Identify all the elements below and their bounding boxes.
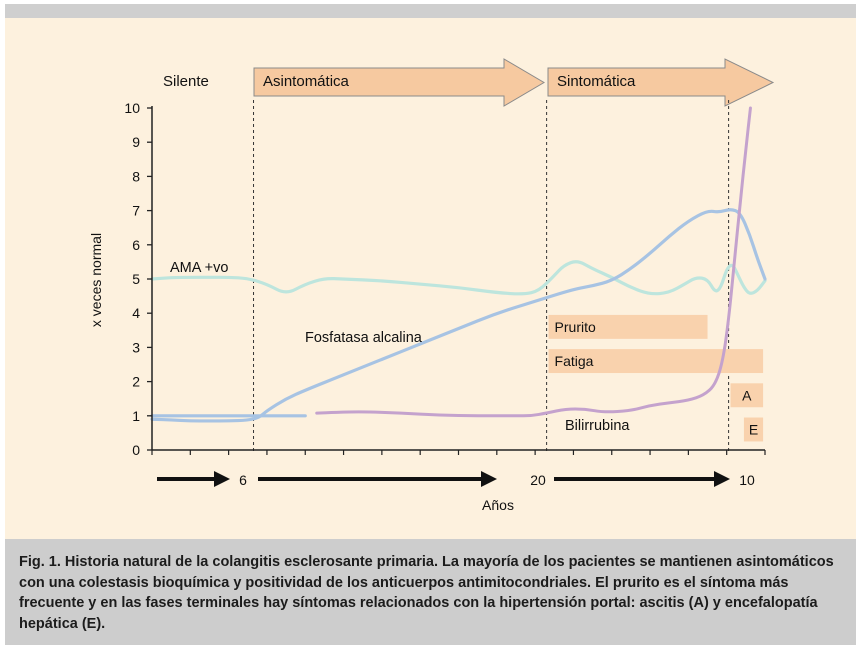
y-tick-label-6: 6 [132, 237, 140, 253]
y-tick-label-0: 0 [132, 442, 140, 458]
symptom-bar-label-1: Fatiga [555, 353, 594, 369]
y-tick-label-2: 2 [132, 374, 140, 390]
figure-panel [5, 18, 856, 539]
y-tick-label-7: 7 [132, 203, 140, 219]
y-tick-label-8: 8 [132, 168, 140, 184]
series-label-bilirrubina: Bilirrubina [565, 418, 630, 434]
symptom-bar-label-2: A [742, 387, 752, 403]
symptom-bar-0 [548, 314, 708, 339]
symptom-bar-1 [548, 349, 764, 374]
symptom-bar-2 [730, 383, 764, 408]
phase-dividers [253, 100, 730, 452]
timeline-label-20: 20 [530, 472, 546, 488]
symptom-bar-label-0: Prurito [555, 319, 596, 335]
y-tick-label-9: 9 [132, 134, 140, 150]
timeline-arrow-head-1 [481, 471, 497, 487]
series-line-ama [150, 260, 767, 296]
symptom-bars: Prurito Fatiga A E [548, 314, 764, 442]
phase-label-2: Sintomática [557, 73, 636, 90]
y-tick-label-1: 1 [132, 408, 140, 424]
phase-arrow-2 [547, 58, 775, 107]
timeline-label-6: 6 [239, 472, 247, 488]
timeline: 6 20 10 Años [157, 471, 755, 513]
series-lines [150, 106, 767, 423]
series-label-ama: AMA +vo [170, 260, 228, 276]
series-line-fosfatasa [150, 208, 767, 423]
y-tick-label-5: 5 [132, 271, 140, 287]
axes: x veces normal 0 1 2 3 4 5 6 7 8 9 10 [88, 100, 766, 458]
x-axis-label: Años [482, 497, 514, 513]
phase-label-0: Silente [163, 73, 209, 90]
top-bar [5, 4, 856, 18]
phase-arrow-1 [253, 58, 545, 107]
symptom-bar-3 [743, 417, 764, 442]
series-line-bilirrubina [315, 106, 752, 418]
series-labels: AMA +vo Fosfatasa alcalina Bilirrubina [170, 260, 630, 434]
y-tick-label-3: 3 [132, 339, 140, 355]
timeline-arrow-head-2 [714, 471, 730, 487]
phase-arrows: Silente Asintomática Sintomática [163, 58, 775, 107]
figure-caption: Fig. 1. Historia natural de la colangiti… [5, 539, 856, 645]
phase-label-1: Asintomática [263, 73, 350, 90]
y-axis-label: x veces normal [88, 233, 104, 327]
timeline-arrow-head-0 [214, 471, 230, 487]
caption-text: Fig. 1. Historia natural de la colangiti… [19, 554, 834, 632]
y-tick-label-10: 10 [124, 100, 140, 116]
timeline-label-10: 10 [739, 472, 755, 488]
symptom-bar-label-3: E [749, 421, 758, 437]
series-label-fosfatasa: Fosfatasa alcalina [305, 330, 423, 346]
y-tick-label-4: 4 [132, 305, 140, 321]
